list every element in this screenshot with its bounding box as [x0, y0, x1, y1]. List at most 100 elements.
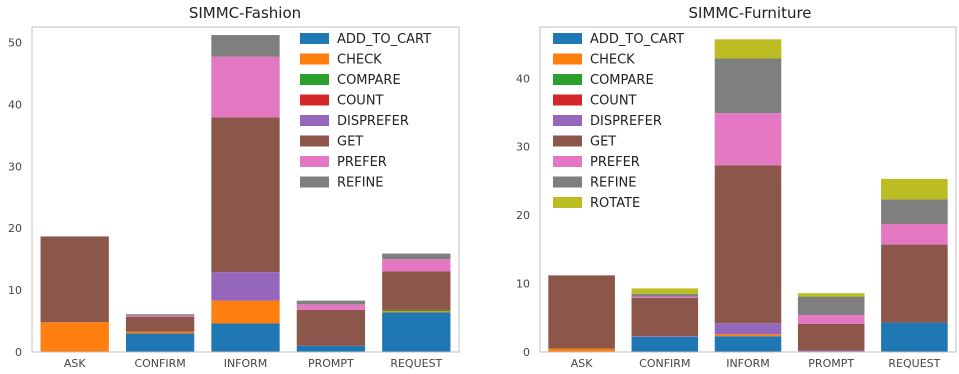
bar-segment-prefer-confirm — [631, 296, 699, 298]
x-tick-label: REQUEST — [390, 357, 442, 370]
plot-frame — [539, 26, 957, 353]
bar-segment-refine-request — [382, 253, 451, 260]
bar-segment-rotate-request — [881, 178, 948, 200]
legend-swatch-check — [553, 53, 582, 65]
x-tick-label: INFORM — [726, 357, 770, 370]
legend-swatch-prefer — [300, 156, 329, 167]
bar-segment-get-ask — [40, 236, 109, 323]
y-axis: 0 10 20 30 40 50 — [8, 36, 22, 359]
chart-title: SIMMC-Furniture — [688, 4, 811, 22]
bar-segment-compare-request — [382, 309, 451, 312]
bar-segment-check-ask — [40, 322, 109, 352]
legend-label-disprefer: DISPREFER — [337, 114, 409, 129]
bar-segment-check-confirm — [125, 331, 195, 334]
legend-swatch-check — [300, 53, 329, 65]
y-tick-label: 0 — [15, 346, 22, 359]
bar-segment-prefer-request — [881, 224, 948, 245]
y-tick-label: 30 — [516, 141, 530, 154]
bar-segment-prefer-inform — [211, 56, 280, 118]
y-tick-label: 20 — [8, 222, 22, 235]
bar-segment-disprefer-inform — [714, 323, 782, 335]
bar-segment-check-inform — [211, 300, 280, 324]
legend-label-count: COUNT — [337, 94, 384, 109]
furniture-chart: SIMMC-Furniture 0 10 20 30 40 ASK CONFIRM INFOR… — [516, 4, 957, 370]
bar-segment-get-request — [881, 244, 948, 323]
bar-segment-add-to-cart-prompt — [296, 345, 366, 352]
x-tick-label: REQUEST — [888, 357, 940, 370]
bar-segment-refine-confirm — [631, 293, 699, 297]
y-tick-label: 40 — [516, 72, 530, 85]
bar-segment-add-to-cart-request — [881, 322, 948, 352]
legend-swatch-disprefer — [300, 115, 329, 126]
bar-segment-prefer-request — [382, 259, 451, 272]
legend-label-add-to-cart: ADD_TO_CART — [337, 32, 431, 47]
legend-label-check: CHECK — [337, 53, 382, 68]
bar-segment-refine-prompt — [296, 300, 366, 305]
x-tick-label: INFORM — [224, 357, 268, 370]
legend-swatch-compare — [553, 74, 582, 85]
bar-segment-get-confirm — [125, 316, 195, 332]
bar-segment-get-ask — [548, 275, 615, 349]
legend-label-compare: COMPARE — [590, 73, 654, 88]
fashion-chart: SIMMC-Fashion 0 10 20 30 40 50 ASK CONFIRM INFOR… — [8, 4, 460, 370]
bar-segment-check-inform — [714, 334, 782, 337]
bar-segment-rotate-prompt — [797, 293, 865, 297]
bar-segment-rotate-confirm — [631, 288, 699, 294]
legend-swatch-get — [300, 135, 329, 147]
bars — [40, 35, 451, 352]
x-tick-label: ASK — [64, 357, 87, 370]
legend-label-compare: COMPARE — [337, 73, 401, 88]
legend-swatch-get — [553, 135, 582, 147]
bar-segment-disprefer-prompt — [797, 350, 865, 352]
bar-segment-rotate-inform — [714, 39, 782, 59]
y-axis: 0 10 20 30 40 — [516, 72, 530, 359]
x-tick-label: CONFIRM — [134, 357, 185, 370]
x-axis: ASK CONFIRM INFORM PROMPT REQUEST — [571, 357, 941, 370]
legend-label-prefer: PREFER — [590, 155, 640, 170]
x-tick-label: PROMPT — [808, 357, 854, 370]
y-tick-label: 50 — [8, 36, 22, 49]
bar-segment-refine-request — [881, 199, 948, 225]
bar-segment-get-inform — [714, 165, 782, 324]
x-tick-label: ASK — [571, 357, 594, 370]
bar-segment-check-ask — [548, 348, 615, 352]
bar-segment-check-request — [382, 311, 451, 313]
bar-segment-add-to-cart-confirm — [125, 333, 195, 352]
legend-label-rotate: ROTATE — [590, 196, 640, 211]
bar-segment-prefer-prompt — [296, 304, 366, 310]
legend: ADD_TO_CART CHECK COMPARE COUNT DISPREFER GET… — [300, 32, 431, 191]
legend-label-get: GET — [337, 135, 363, 150]
legend-swatch-add-to-cart — [300, 33, 329, 44]
bar-segment-disprefer-confirm — [631, 336, 699, 337]
legend-swatch-refine — [300, 176, 329, 188]
bar-segment-refine-prompt — [797, 296, 865, 316]
y-tick-label: 10 — [8, 284, 22, 297]
bar-segment-refine-inform — [714, 58, 782, 114]
bar-segment-add-to-cart-inform — [714, 336, 782, 352]
bar-segment-get-request — [382, 271, 451, 310]
bar-segment-refine-inform — [211, 35, 280, 57]
legend-label-add-to-cart: ADD_TO_CART — [590, 32, 684, 47]
x-axis: ASK CONFIRM INFORM PROMPT REQUEST — [64, 357, 443, 370]
y-tick-label: 10 — [516, 278, 530, 291]
bar-segment-get-inform — [211, 117, 280, 273]
x-tick-label: CONFIRM — [639, 357, 690, 370]
legend: ADD_TO_CART CHECK COMPARE COUNT DISPREFER GET… — [553, 32, 684, 211]
legend-swatch-count — [553, 94, 582, 106]
legend-label-refine: REFINE — [590, 176, 637, 191]
bar-segment-disprefer-inform — [211, 272, 280, 301]
bar-segment-get-prompt — [296, 309, 366, 346]
legend-label-count: COUNT — [590, 94, 637, 109]
bars — [548, 39, 948, 352]
bar-segment-refine-confirm — [125, 314, 195, 316]
legend-label-prefer: PREFER — [337, 155, 387, 170]
bar-segment-prefer-prompt — [797, 315, 865, 324]
bar-segment-add-to-cart-confirm — [631, 336, 699, 352]
bar-segment-add-to-cart-inform — [211, 323, 280, 352]
bar-segment-get-prompt — [797, 323, 865, 351]
y-tick-label: 30 — [8, 160, 22, 173]
y-tick-label: 0 — [523, 346, 530, 359]
y-tick-label: 40 — [8, 98, 22, 111]
chart-title: SIMMC-Fashion — [189, 4, 301, 22]
